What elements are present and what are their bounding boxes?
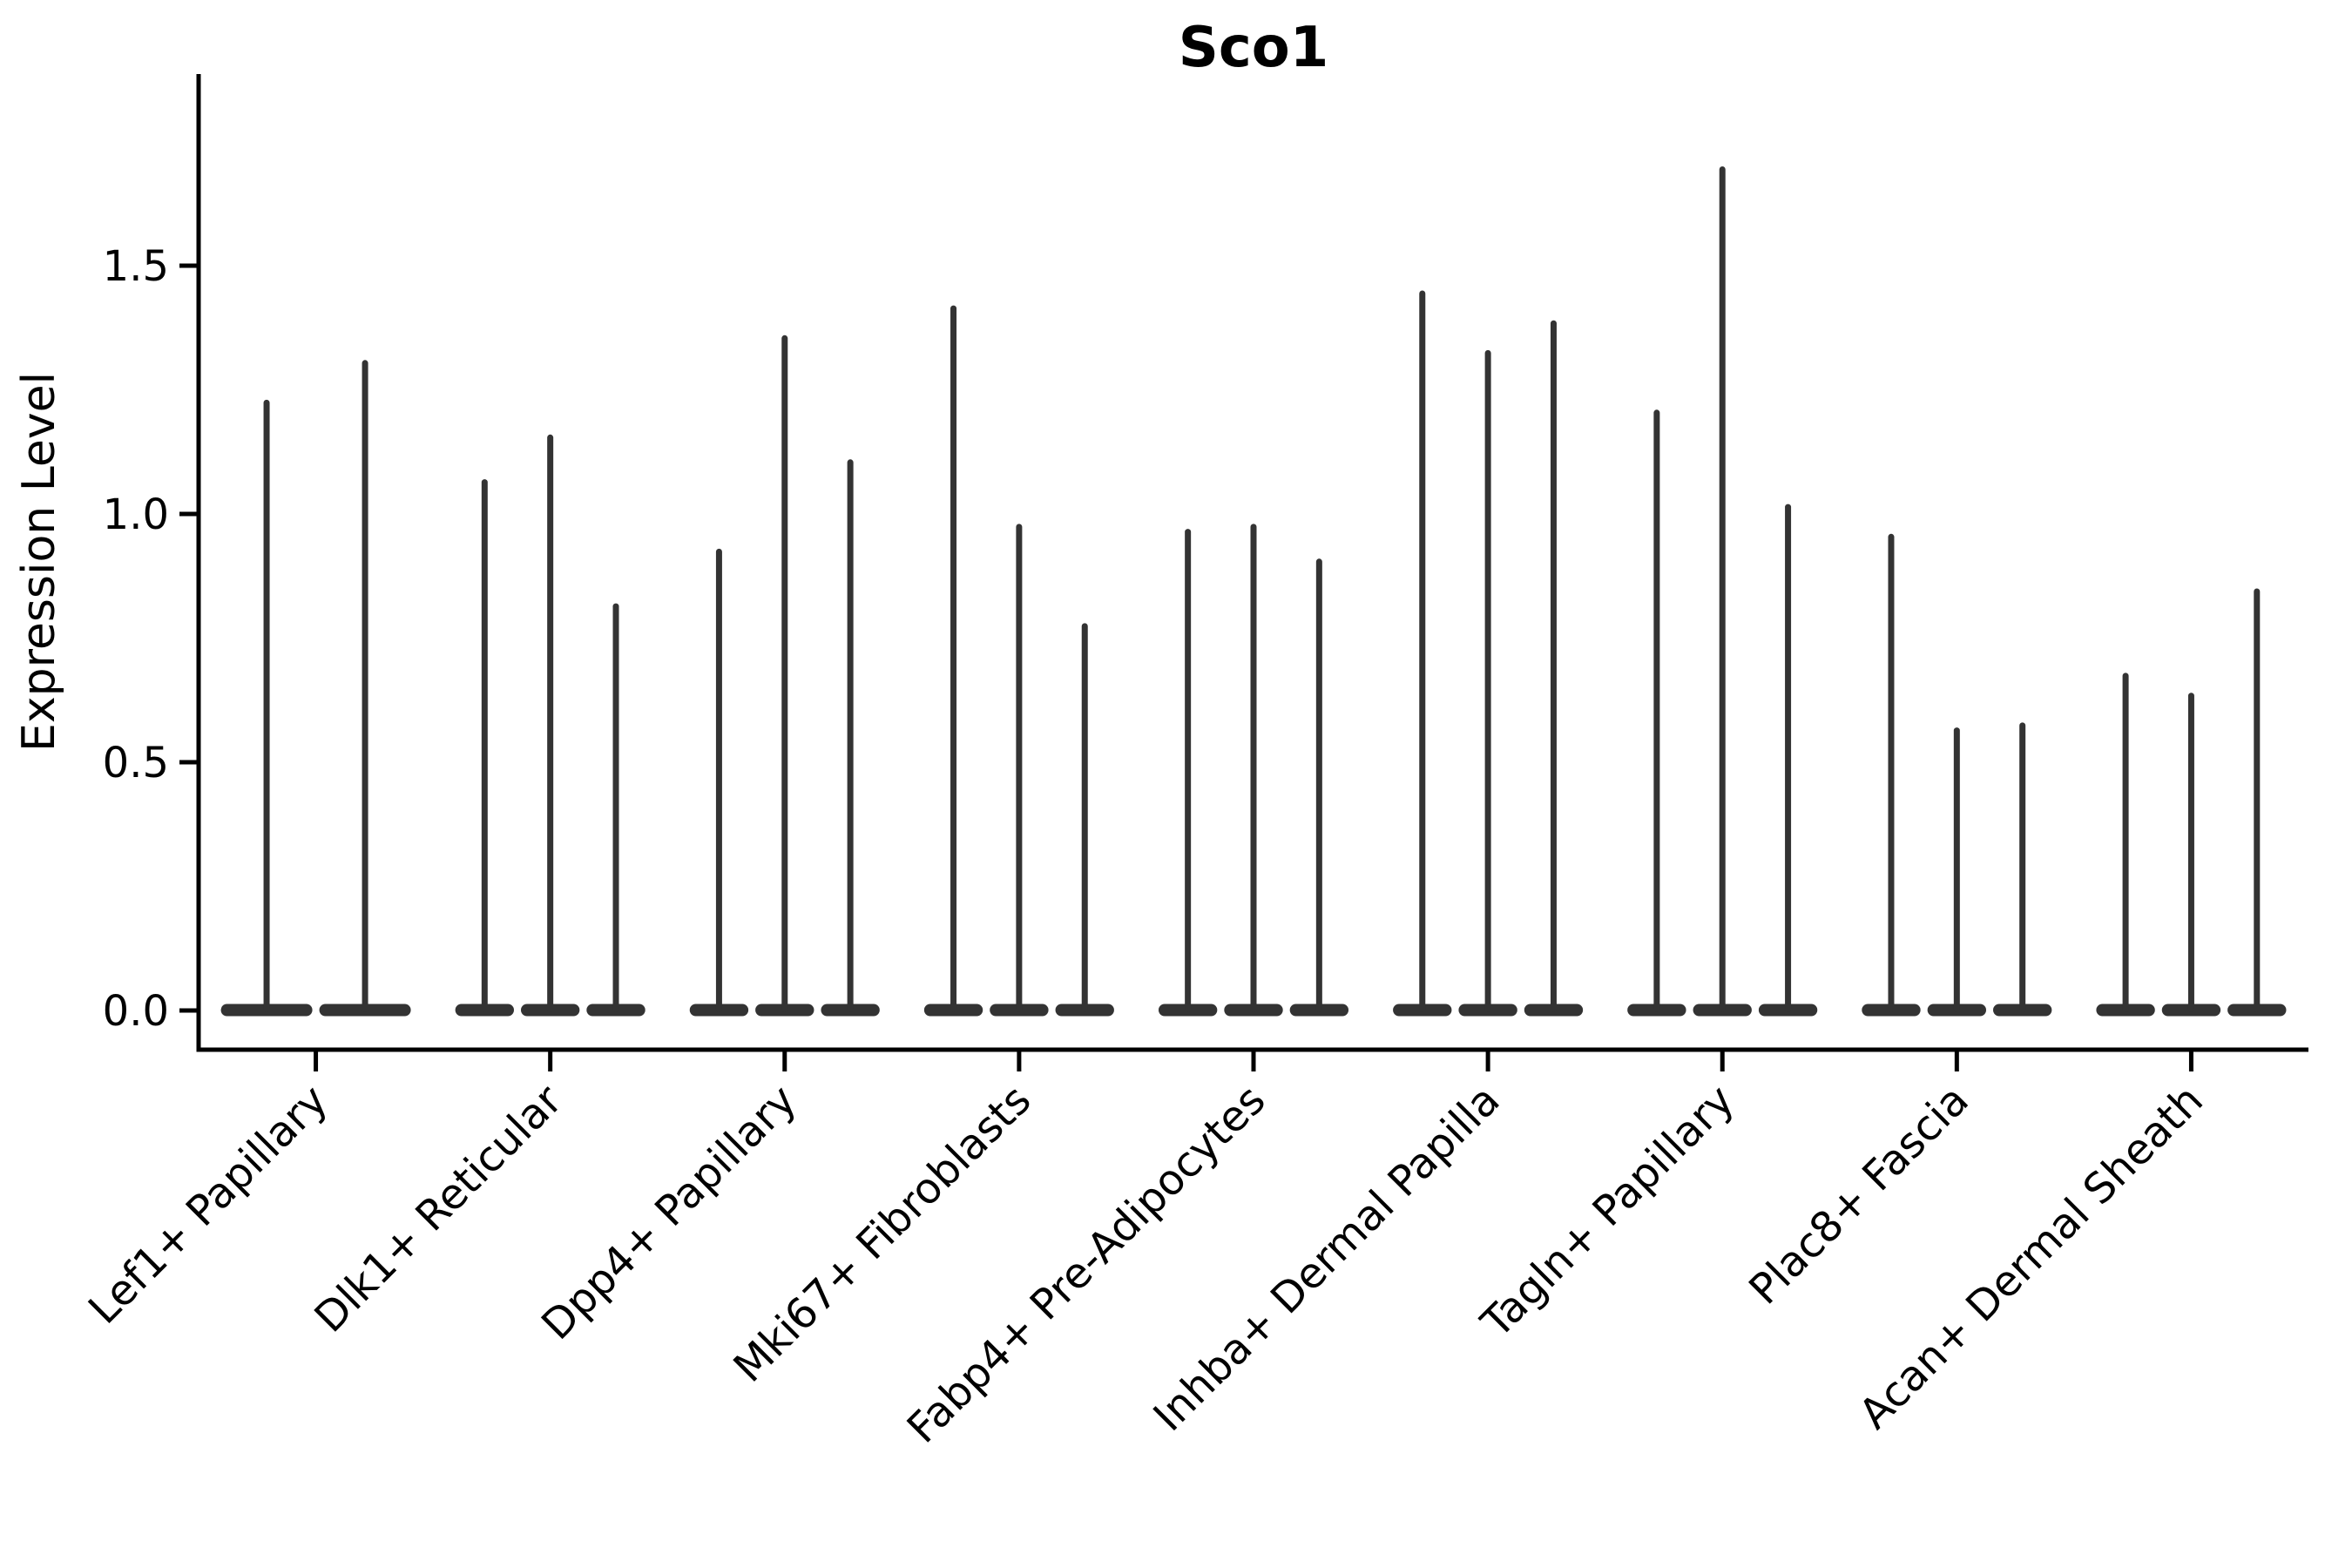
violin-spike <box>612 603 619 1012</box>
violin <box>1224 524 1283 1017</box>
violin-spike <box>2187 693 2194 1012</box>
violin-spike <box>781 335 788 1012</box>
violin <box>1458 349 1517 1017</box>
violin-spike <box>2019 722 2026 1012</box>
violin <box>1393 290 1452 1017</box>
violin <box>2161 693 2221 1017</box>
violin-spike <box>847 459 854 1012</box>
x-tick-label: Dlk1+ Reticular <box>305 1076 571 1342</box>
violin-spike <box>1719 166 1726 1012</box>
violin <box>689 548 749 1017</box>
violin-spike <box>1653 409 1660 1012</box>
violin <box>455 479 514 1017</box>
violin <box>1993 722 2052 1017</box>
violin-spike <box>362 360 368 1012</box>
violin-spike <box>1016 524 1023 1012</box>
plot-title: Sco1 <box>1179 16 1329 80</box>
violin-spike <box>1888 533 1895 1012</box>
x-tick-label: Lef1+ Papillary <box>79 1076 337 1334</box>
y-axis-ticks: 0.0 0.5 1.0 1.5 <box>103 242 199 1036</box>
violin <box>1758 504 1818 1017</box>
y-axis-label: Expression Level <box>13 372 65 752</box>
violin <box>1862 533 1921 1017</box>
violin-spike <box>481 479 488 1012</box>
y-tick-label: 0.0 <box>103 987 169 1036</box>
violin <box>1627 409 1686 1017</box>
violin <box>1289 558 1349 1017</box>
violin-spike <box>547 434 554 1012</box>
violin <box>755 335 814 1017</box>
violin-spike <box>1419 290 1426 1012</box>
violin <box>2227 588 2287 1017</box>
y-tick-label: 1.5 <box>103 242 169 291</box>
violin-spike <box>1081 623 1088 1012</box>
violin <box>923 305 983 1017</box>
violin <box>520 434 580 1017</box>
violin-spike <box>1953 727 1960 1012</box>
violin-series <box>220 166 2287 1017</box>
violin-spike <box>1484 349 1491 1012</box>
violin-spike <box>1315 558 1322 1012</box>
violin-spike <box>950 305 957 1013</box>
violin <box>1927 727 1987 1017</box>
violin-spike <box>1185 529 1192 1012</box>
violin <box>1693 166 1752 1017</box>
violin <box>821 459 880 1017</box>
violin-spike <box>1785 504 1792 1012</box>
violin <box>1158 529 1218 1017</box>
violin-spike <box>715 548 722 1012</box>
x-tick-label: Dpp4+ Papillary <box>532 1076 806 1349</box>
violin-spike <box>1250 524 1257 1012</box>
violin-spike <box>2254 588 2261 1012</box>
violin <box>586 603 645 1017</box>
y-tick-label: 0.5 <box>103 739 169 787</box>
y-tick-label: 1.0 <box>103 490 169 539</box>
violin-spike <box>1550 320 1557 1012</box>
violin <box>2096 672 2155 1017</box>
violin <box>220 399 313 1017</box>
violin <box>1055 623 1114 1017</box>
violin <box>319 360 411 1017</box>
violin-spike <box>263 399 270 1012</box>
violin <box>1524 320 1584 1017</box>
x-tick-label: Plac8+ Fascia <box>1740 1076 1978 1315</box>
violin <box>990 524 1049 1017</box>
violin-spike <box>2122 672 2129 1012</box>
x-tick-label: Tagln+ Papillary <box>1471 1076 1743 1348</box>
